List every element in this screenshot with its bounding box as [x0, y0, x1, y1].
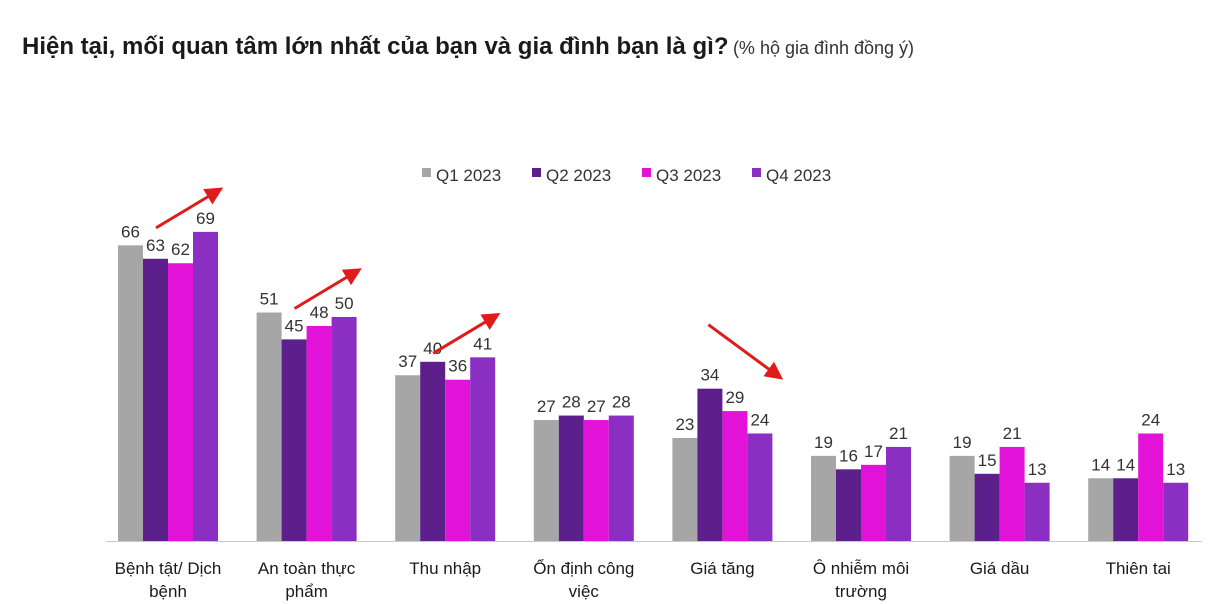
data-label-q2-2023-cat-1: 45 — [285, 316, 304, 335]
data-label-q3-2023-cat-1: 48 — [310, 303, 329, 322]
bar-q2-2023-cat-3 — [558, 415, 584, 541]
bar-q1-2023-cat-4 — [672, 437, 698, 541]
category-label-0-line-0: Bệnh tật/ Dịch — [115, 559, 222, 578]
bar-q4-2023-cat-3 — [608, 415, 634, 541]
trend-arrow-down-cat-4 — [707, 323, 784, 380]
chart-subtitle: (% hộ gia đình đồng ý) — [732, 38, 915, 58]
data-label-q1-2023-cat-0: 66 — [121, 222, 140, 241]
bar-q1-2023-cat-1 — [256, 312, 282, 541]
data-label-q2-2023-cat-4: 34 — [700, 366, 719, 385]
bar-q4-2023-cat-1 — [331, 317, 357, 541]
data-label-q3-2023-cat-7: 24 — [1141, 410, 1160, 429]
data-label-q1-2023-cat-2: 37 — [398, 352, 417, 371]
trend-arrow-up-cat-1 — [293, 268, 362, 310]
trend-arrow-up-cat-0 — [155, 187, 224, 230]
category-label-4-line-0: Giá tăng — [690, 559, 754, 578]
category-label-1-line-1: phẩm — [285, 582, 328, 601]
data-label-q2-2023-cat-6: 15 — [978, 451, 997, 470]
bars-group — [118, 231, 1189, 541]
chart-title: Hiện tại, mối quan tâm lớn nhất của bạn … — [22, 33, 729, 60]
bar-q1-2023-cat-6 — [949, 455, 975, 541]
category-label-2-line-0: Thu nhập — [409, 559, 481, 578]
category-label-3-line-1: việc — [569, 582, 600, 601]
bar-q4-2023-cat-4 — [747, 433, 773, 541]
data-label-q1-2023-cat-4: 23 — [675, 415, 694, 434]
legend-label-q1-2023: Q1 2023 — [436, 166, 501, 185]
bar-q2-2023-cat-5 — [836, 469, 861, 541]
data-label-q4-2023-cat-5: 21 — [889, 424, 908, 443]
data-label-q3-2023-cat-4: 29 — [725, 388, 744, 407]
bar-q1-2023-cat-2 — [395, 375, 421, 541]
legend: Q1 2023 Q2 2023 Q3 2023 Q4 2023 — [422, 166, 831, 185]
bar-q3-2023-cat-4 — [722, 411, 748, 541]
legend-label-q2-2023: Q2 2023 — [546, 166, 611, 185]
bar-q1-2023-cat-7 — [1088, 478, 1114, 541]
data-label-q3-2023-cat-2: 36 — [448, 357, 467, 376]
bar-q4-2023-cat-5 — [886, 446, 911, 541]
data-label-q2-2023-cat-0: 63 — [146, 236, 165, 255]
bar-q3-2023-cat-1 — [306, 325, 332, 541]
legend-swatch-q4-2023 — [752, 168, 761, 177]
data-label-q1-2023-cat-1: 51 — [260, 290, 279, 309]
data-label-q2-2023-cat-2: 40 — [423, 339, 442, 358]
legend-swatch-q2-2023 — [532, 168, 541, 177]
trend-arrows-group — [155, 187, 784, 380]
category-label-5-line-1: trường — [835, 582, 887, 601]
data-label-q4-2023-cat-7: 13 — [1166, 460, 1185, 479]
bar-q2-2023-cat-1 — [281, 339, 307, 541]
legend-label-q4-2023: Q4 2023 — [766, 166, 831, 185]
data-label-q1-2023-cat-7: 14 — [1091, 455, 1110, 474]
data-label-q4-2023-cat-2: 41 — [473, 334, 492, 353]
trend-arrow-up-cat-2 — [432, 312, 501, 355]
data-label-q2-2023-cat-7: 14 — [1116, 455, 1135, 474]
bar-q2-2023-cat-0 — [143, 258, 168, 541]
bar-q4-2023-cat-7 — [1163, 482, 1189, 541]
bar-q2-2023-cat-7 — [1113, 478, 1139, 541]
legend-swatch-q3-2023 — [642, 168, 651, 177]
data-label-q4-2023-cat-4: 24 — [750, 410, 769, 429]
bar-q4-2023-cat-6 — [1024, 482, 1050, 541]
legend-label-q3-2023: Q3 2023 — [656, 166, 721, 185]
chart-title-row: Hiện tại, mối quan tâm lớn nhất của bạn … — [22, 33, 914, 61]
bar-q3-2023-cat-3 — [583, 420, 609, 541]
bar-q1-2023-cat-5 — [811, 455, 836, 541]
data-label-q2-2023-cat-3: 28 — [562, 393, 581, 412]
category-label-3-line-0: Ổn định công — [533, 559, 634, 578]
bar-q2-2023-cat-4 — [697, 388, 723, 541]
category-labels-group: Bệnh tật/ Dịch bệnh An toàn thực phẩm Thu nh… — [115, 559, 1171, 601]
data-labels-group: 66 51 37 27 23 19 19 14 63 45 40 28 34 16 15 14 62 48 36 27… — [121, 209, 1185, 479]
data-label-q1-2023-cat-6: 19 — [953, 433, 972, 452]
bar-q1-2023-cat-0 — [118, 245, 143, 541]
bar-q2-2023-cat-6 — [974, 473, 1000, 541]
data-label-q3-2023-cat-0: 62 — [171, 240, 190, 259]
bar-q2-2023-cat-2 — [420, 361, 446, 541]
category-label-6-line-0: Giá dầu — [970, 559, 1030, 578]
data-label-q4-2023-cat-6: 13 — [1028, 460, 1047, 479]
bar-q1-2023-cat-3 — [533, 420, 559, 541]
bar-q3-2023-cat-7 — [1138, 433, 1164, 541]
data-label-q4-2023-cat-3: 28 — [612, 393, 631, 412]
data-label-q1-2023-cat-3: 27 — [537, 397, 556, 416]
bar-q3-2023-cat-0 — [168, 263, 193, 541]
category-label-5-line-0: Ô nhiễm môi — [813, 559, 909, 578]
data-label-q4-2023-cat-0: 69 — [196, 209, 215, 228]
bar-q4-2023-cat-0 — [193, 231, 218, 541]
bar-q4-2023-cat-2 — [470, 357, 496, 541]
category-label-1-line-0: An toàn thực — [258, 559, 356, 578]
data-label-q3-2023-cat-3: 27 — [587, 397, 606, 416]
data-label-q1-2023-cat-5: 19 — [814, 433, 833, 452]
data-label-q3-2023-cat-6: 21 — [1003, 424, 1022, 443]
bar-q3-2023-cat-5 — [861, 464, 886, 541]
bar-q3-2023-cat-6 — [999, 446, 1025, 541]
data-label-q4-2023-cat-1: 50 — [335, 294, 354, 313]
category-label-7-line-0: Thiên tai — [1106, 559, 1171, 578]
data-label-q2-2023-cat-5: 16 — [839, 446, 858, 465]
legend-swatch-q1-2023 — [422, 168, 431, 177]
bar-q3-2023-cat-2 — [445, 379, 471, 541]
data-label-q3-2023-cat-5: 17 — [864, 442, 883, 461]
category-label-0-line-1: bệnh — [149, 582, 187, 601]
